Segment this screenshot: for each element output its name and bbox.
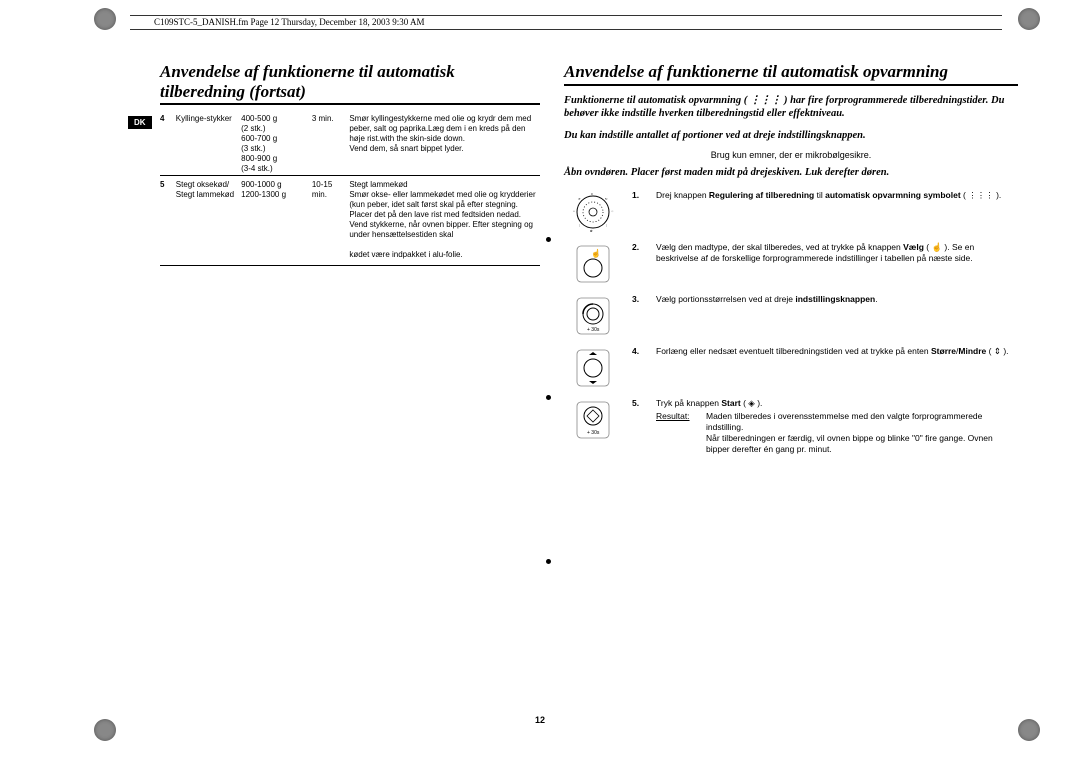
result-block: Resultat: Maden tilberedes i overensstem…: [656, 411, 1018, 455]
svg-text:0: 0: [591, 192, 593, 196]
weight-cell: 400-500 g (2 stk.) 600-700 g (3 stk.) 80…: [241, 113, 312, 176]
result-text: Maden tilberedes i overensstemmelse med …: [706, 411, 1018, 455]
content-columns: Anvendelse af funktionerne til automatis…: [160, 62, 1018, 463]
instruction-cell: Smør kyllingestykkerne med olie og krydr…: [349, 113, 540, 176]
instruction-cell: Stegt lammekød Smør okse- eller lammekød…: [349, 176, 540, 262]
step-number: 4.: [632, 346, 646, 390]
instruction-paragraph: Åbn ovndøren. Placer først maden midt på…: [564, 166, 1018, 180]
step-text: Vælg portionsstørrelsen ved at dreje ind…: [656, 294, 1018, 338]
section-title-right: Anvendelse af funktionerne til automatis…: [564, 62, 1018, 86]
svg-text:✿: ✿: [590, 229, 593, 233]
step-text: Drej knappen Regulering af tilberedning …: [656, 190, 1018, 234]
step-text: Tryk på knappen Start ( ◈ ). Resultat: M…: [656, 398, 1018, 455]
step-text: Vælg den madtype, der skal tilberedes, v…: [656, 242, 1018, 286]
step-number: 5.: [632, 398, 646, 455]
row-number: 5: [160, 176, 176, 262]
svg-text:⌂: ⌂: [573, 209, 575, 213]
svg-text:↺: ↺: [578, 197, 581, 201]
left-column: Anvendelse af funktionerne til automatis…: [160, 62, 540, 463]
start-button-icon: + 30s: [564, 398, 622, 442]
svg-text:☝: ☝: [591, 248, 601, 258]
step-row: + 30s 3. Vælg portionsstørrelsen ved at …: [564, 294, 1018, 338]
table-row: 5 Stegt oksekød/ Stegt lammekød 900-1000…: [160, 176, 540, 262]
bullet-icon: [546, 559, 551, 564]
step-number: 1.: [632, 190, 646, 234]
food-cell: Stegt oksekød/ Stegt lammekød: [176, 176, 241, 262]
intro-paragraph-1: Funktionerne til automatisk opvarmning (…: [564, 94, 1018, 121]
header-text: C109STC-5_DANISH.fm Page 12 Thursday, De…: [154, 17, 424, 27]
svg-text:☼: ☼: [611, 209, 614, 213]
page-header: C109STC-5_DANISH.fm Page 12 Thursday, De…: [130, 15, 1002, 30]
result-label: Resultat:: [656, 411, 690, 421]
right-column: Anvendelse af funktionerne til automatis…: [564, 62, 1018, 463]
row-number: 4: [160, 113, 176, 176]
table-row: 4 Kyllinge-stykker 400-500 g (2 stk.) 60…: [160, 113, 540, 176]
food-cell: Kyllinge-stykker: [176, 113, 241, 176]
page-number: 12: [0, 715, 1080, 725]
dial-icon: 0 ↺ ↻ ⌂ ☼ ⋮ ⋮ ✿: [564, 190, 622, 234]
svg-text:⋮: ⋮: [578, 223, 581, 227]
cooking-table: 4 Kyllinge-stykker 400-500 g (2 stk.) 60…: [160, 113, 540, 261]
safety-note: Brug kun emner, der er mikrobølgesikre.: [564, 150, 1018, 160]
intro-paragraph-2: Du kan indstille antallet af portioner v…: [564, 129, 1018, 143]
steps-list: 0 ↺ ↻ ⌂ ☼ ⋮ ⋮ ✿ 1. Drej knappen Regulering a…: [564, 190, 1018, 455]
svg-text:+ 30s: + 30s: [587, 327, 600, 333]
step-number: 2.: [632, 242, 646, 286]
step-row: + 30s 5. Tryk på knappen Start ( ◈ ). Re…: [564, 398, 1018, 455]
step-row: ☝ 2. Vælg den madtype, der skal tilbered…: [564, 242, 1018, 286]
setting-knob-icon: + 30s: [564, 294, 622, 338]
crop-mark-icon: [94, 8, 116, 30]
svg-text:⋮: ⋮: [605, 223, 608, 227]
weight-cell: 900-1000 g 1200-1300 g: [241, 176, 312, 262]
time-cell: 10-15 min.: [312, 176, 349, 262]
svg-text:↻: ↻: [605, 197, 608, 201]
section-title-left: Anvendelse af funktionerne til automatis…: [160, 62, 540, 105]
step-text: Forlæng eller nedsæt eventuelt tilberedn…: [656, 346, 1018, 390]
step-number: 3.: [632, 294, 646, 338]
svg-text:+ 30s: + 30s: [587, 430, 600, 436]
crop-mark-icon: [1018, 8, 1040, 30]
table-bottom-rule: [160, 265, 540, 266]
language-tab: DK: [128, 116, 152, 129]
time-cell: 3 min.: [312, 113, 349, 176]
step-row: 4. Forlæng eller nedsæt eventuelt tilber…: [564, 346, 1018, 390]
select-button-icon: ☝: [564, 242, 622, 286]
manual-page: C109STC-5_DANISH.fm Page 12 Thursday, De…: [0, 0, 1080, 763]
step-row: 0 ↺ ↻ ⌂ ☼ ⋮ ⋮ ✿ 1. Drej knappen Regulering a…: [564, 190, 1018, 234]
more-less-icon: [564, 346, 622, 390]
